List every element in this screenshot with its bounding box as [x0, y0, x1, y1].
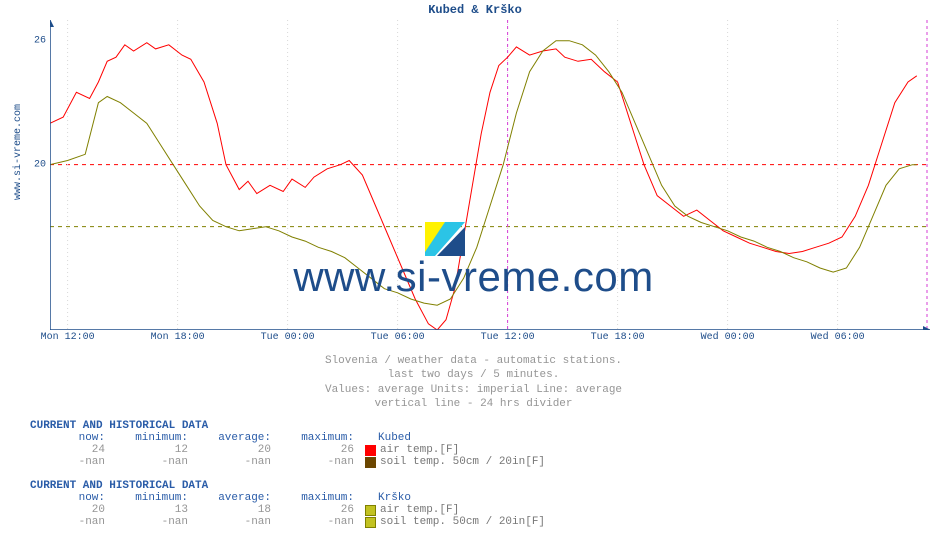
column-header: maximum: — [279, 432, 362, 444]
caption-line-2: last two days / 5 minutes. — [0, 368, 947, 382]
column-header: now: — [30, 492, 113, 504]
column-header: minimum: — [113, 492, 196, 504]
cell-value: -nan — [279, 456, 362, 468]
cell-value: 20 — [196, 444, 279, 456]
legend-label: soil temp. 50cm / 20in[F] — [380, 456, 545, 468]
cell-value: 18 — [196, 504, 279, 516]
x-tick-label: Tue 06:00 — [371, 332, 425, 343]
table-row: now:minimum:average:maximum:Kubed — [30, 432, 545, 444]
cell-value: -nan — [196, 516, 279, 528]
station-name: Kubed — [362, 432, 411, 444]
x-tick-label: Wed 06:00 — [811, 332, 865, 343]
cell-value: 12 — [113, 444, 196, 456]
chart-container: www.si-vreme.com Kubed & Krško 20 26 Mon … — [15, 0, 935, 370]
column-header: maximum: — [279, 492, 362, 504]
column-header: minimum: — [113, 432, 196, 444]
legend-swatch-icon — [365, 505, 376, 516]
x-tick-label: Wed 00:00 — [701, 332, 755, 343]
cell-value: -nan — [30, 516, 113, 528]
data-tables: CURRENT AND HISTORICAL DATAnow:minimum:a… — [30, 420, 545, 540]
x-tick-label: Tue 00:00 — [261, 332, 315, 343]
x-axis-ticks: Mon 12:00Mon 18:00Tue 00:00Tue 06:00Tue … — [50, 332, 930, 348]
legend-label: air temp.[F] — [380, 504, 459, 516]
y-tick-label: 26 — [18, 35, 46, 46]
station-name: Krško — [362, 492, 411, 504]
data-table-block: CURRENT AND HISTORICAL DATAnow:minimum:a… — [30, 480, 545, 528]
table-heading: CURRENT AND HISTORICAL DATA — [30, 420, 545, 432]
y-axis-side-label: www.si-vreme.com — [13, 104, 24, 200]
table-row: now:minimum:average:maximum:Krško — [30, 492, 545, 504]
legend-swatch-icon — [365, 457, 376, 468]
cell-value: -nan — [279, 516, 362, 528]
chart-caption: Slovenia / weather data - automatic stat… — [0, 354, 947, 411]
table-row: 24122026 air temp.[F] — [30, 444, 545, 456]
cell-value: 26 — [279, 444, 362, 456]
watermark-text: www.si-vreme.com — [293, 253, 653, 301]
x-tick-label: Mon 18:00 — [151, 332, 205, 343]
table-row: -nan-nan-nan-nansoil temp. 50cm / 20in[F… — [30, 516, 545, 528]
cell-value: -nan — [30, 456, 113, 468]
caption-line-1: Slovenia / weather data - automatic stat… — [0, 354, 947, 368]
table-row: -nan-nan-nan-nansoil temp. 50cm / 20in[F… — [30, 456, 545, 468]
legend-label: air temp.[F] — [380, 444, 459, 456]
legend-label: soil temp. 50cm / 20in[F] — [380, 516, 545, 528]
cell-value: 26 — [279, 504, 362, 516]
column-header: average: — [196, 492, 279, 504]
x-tick-label: Tue 18:00 — [591, 332, 645, 343]
cell-value: -nan — [113, 456, 196, 468]
column-header: average: — [196, 432, 279, 444]
table-heading: CURRENT AND HISTORICAL DATA — [30, 480, 545, 492]
cell-value: 13 — [113, 504, 196, 516]
column-header: now: — [30, 432, 113, 444]
caption-line-4: vertical line - 24 hrs divider — [0, 397, 947, 411]
data-table-block: CURRENT AND HISTORICAL DATAnow:minimum:a… — [30, 420, 545, 468]
cell-value: -nan — [196, 456, 279, 468]
watermark-logo-icon — [425, 222, 465, 256]
legend-swatch-icon — [365, 517, 376, 528]
x-tick-label: Mon 12:00 — [41, 332, 95, 343]
y-tick-label: 20 — [18, 159, 46, 170]
chart-title: Kubed & Krško — [428, 3, 522, 17]
caption-line-3: Values: average Units: imperial Line: av… — [0, 383, 947, 397]
cell-value: 20 — [30, 504, 113, 516]
cell-value: 24 — [30, 444, 113, 456]
table-row: 20131826 air temp.[F] — [30, 504, 545, 516]
x-tick-label: Tue 12:00 — [481, 332, 535, 343]
cell-value: -nan — [113, 516, 196, 528]
legend-swatch-icon — [365, 445, 376, 456]
